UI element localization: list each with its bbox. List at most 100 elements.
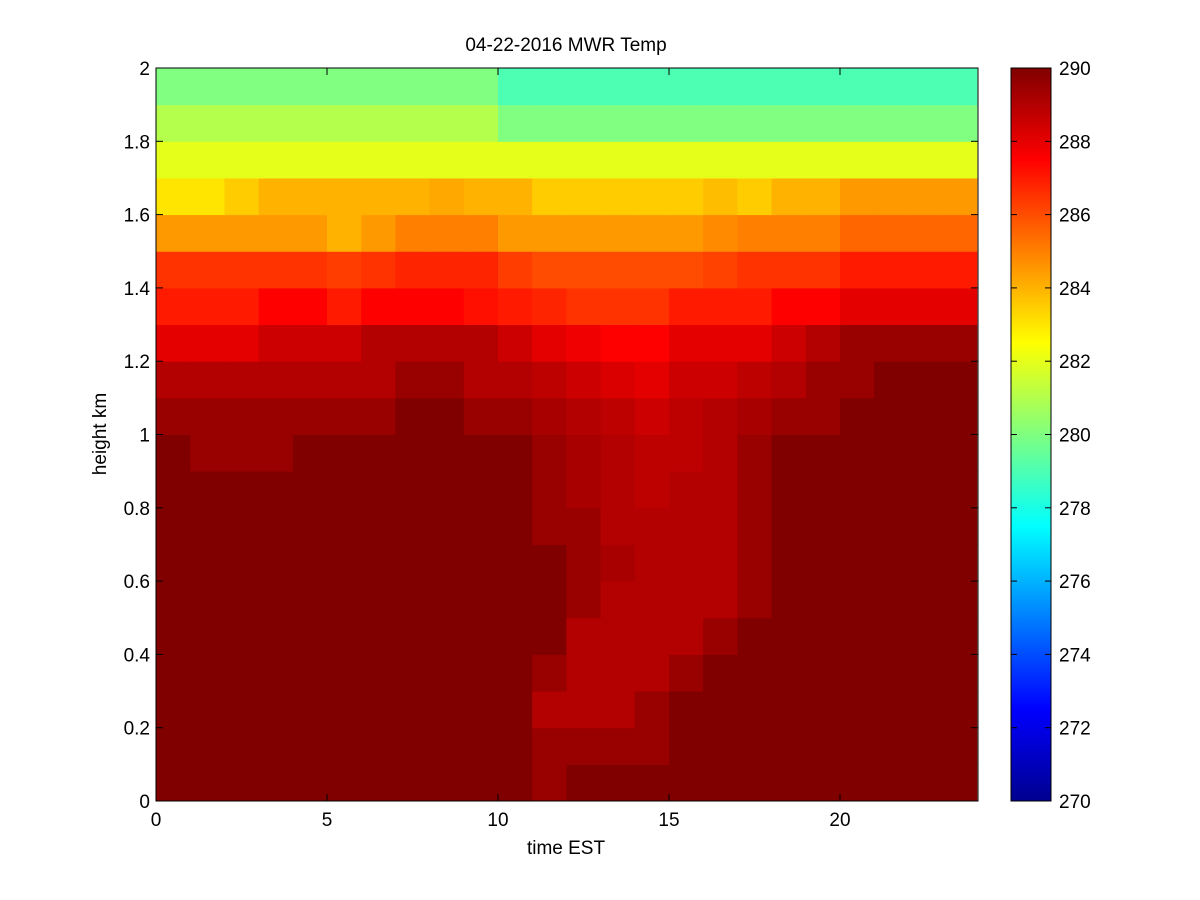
heatmap-cell [532, 177, 567, 216]
heatmap-cell [908, 397, 944, 435]
heatmap-cell [361, 471, 396, 509]
heatmap-cell [703, 654, 738, 692]
x-tick-label: 10 [487, 810, 508, 831]
heatmap-cell [908, 214, 944, 252]
heatmap-cell [498, 361, 533, 399]
heatmap-cell [942, 581, 978, 619]
heatmap-cell [224, 507, 260, 545]
heatmap-cell [874, 361, 909, 399]
heatmap-cell [771, 471, 807, 509]
heatmap-cell [361, 177, 396, 216]
heatmap-cell [908, 764, 944, 802]
heatmap-cell [498, 654, 533, 692]
heatmap-cell [156, 104, 191, 142]
heatmap-cell [463, 177, 499, 216]
heatmap-cell [395, 727, 431, 765]
heatmap-cell [874, 287, 909, 326]
heatmap-cell [634, 251, 670, 289]
heatmap-cell [600, 617, 636, 655]
heatmap-cell [258, 324, 294, 362]
heatmap-cell [463, 214, 499, 252]
heatmap-cell [463, 507, 499, 545]
heatmap-cell [874, 727, 909, 765]
heatmap-cell [258, 68, 294, 106]
heatmap-cell [669, 141, 704, 179]
heatmap-cell [703, 544, 738, 582]
colorbar-tick-label: 288 [1059, 132, 1091, 153]
heatmap-cell [669, 581, 704, 619]
heatmap-cell [463, 654, 499, 692]
heatmap-cell [292, 68, 328, 106]
heatmap-cell [532, 764, 567, 802]
heatmap-cell [156, 287, 191, 326]
heatmap-cell [566, 214, 602, 252]
heatmap-cell [908, 581, 944, 619]
heatmap-cell [156, 654, 191, 692]
heatmap-cell [156, 177, 191, 216]
heatmap-cell [224, 324, 260, 362]
heatmap-cell [840, 544, 875, 582]
heatmap-cell [908, 104, 944, 142]
heatmap-cell [703, 507, 738, 545]
heatmap-cell [703, 397, 738, 435]
heatmap-cell [840, 177, 875, 216]
heatmap-cell [429, 764, 465, 802]
heatmap-cell [498, 251, 533, 289]
heatmap-cell [805, 397, 841, 435]
heatmap-cell [737, 544, 773, 582]
heatmap-cell [395, 177, 431, 216]
heatmap-cell [805, 507, 841, 545]
heatmap-cell [258, 361, 294, 399]
heatmap-cell [532, 507, 567, 545]
heatmap-cell [840, 361, 875, 399]
heatmap-cell [805, 324, 841, 362]
heatmap-cell [805, 727, 841, 765]
heatmap-cell [224, 434, 260, 472]
heatmap-cell [327, 324, 362, 362]
heatmap-cell [395, 68, 431, 106]
heatmap-cell [429, 581, 465, 619]
heatmap-cell [942, 287, 978, 326]
heatmap-cell [737, 177, 773, 216]
y-tick-label: 0.8 [124, 499, 150, 520]
heatmap-cell [156, 691, 191, 729]
heatmap-cell [463, 691, 499, 729]
heatmap-cell [908, 691, 944, 729]
heatmap-cell [874, 617, 909, 655]
heatmap-cell [942, 654, 978, 692]
heatmap-cell [463, 471, 499, 509]
heatmap-cell [498, 214, 533, 252]
y-tick-label: 1.4 [124, 279, 151, 300]
heatmap-cell [498, 471, 533, 509]
heatmap-cell [566, 177, 602, 216]
heatmap-cell [292, 727, 328, 765]
heatmap-cell [737, 251, 773, 289]
heatmap-cell [600, 727, 636, 765]
heatmap-cell [327, 214, 362, 252]
colorbar-ticks: 270 272 274 276 278 280 282 284 286 288 290 [1011, 59, 1091, 813]
heatmap-cell [703, 287, 738, 326]
heatmap-cell [292, 104, 328, 142]
heatmap-cell [737, 141, 773, 179]
heatmap-cell [669, 251, 704, 289]
y-tick-label: 0.6 [124, 572, 150, 593]
heatmap-cell [908, 617, 944, 655]
heatmap-cell [429, 324, 465, 362]
heatmap-cell [737, 507, 773, 545]
x-axis-label: time EST [527, 838, 606, 859]
heatmap-cell [771, 691, 807, 729]
heatmap-cell [942, 177, 978, 216]
heatmap-cell [771, 361, 807, 399]
heatmap-cell [463, 251, 499, 289]
heatmap-cell [292, 214, 328, 252]
heatmap-cell [908, 507, 944, 545]
heatmap-cell [224, 361, 260, 399]
heatmap-cell [566, 104, 602, 142]
heatmap-cell [258, 214, 294, 252]
heatmap-cell [874, 544, 909, 582]
heatmap-cell [224, 691, 260, 729]
colorbar-tick-label: 280 [1059, 426, 1091, 447]
heatmap-cell [327, 68, 362, 106]
heatmap-cell [532, 214, 567, 252]
heatmap-cell [942, 251, 978, 289]
